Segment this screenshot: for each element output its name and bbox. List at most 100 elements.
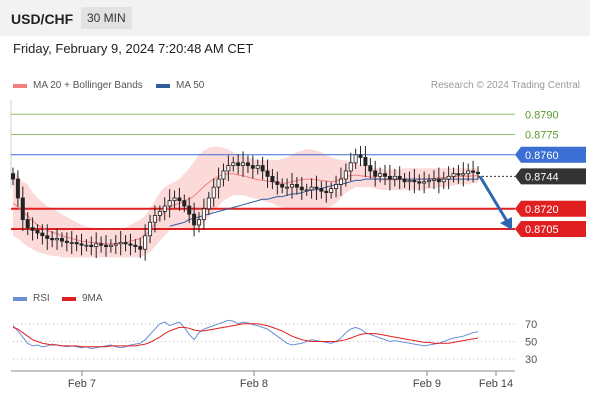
candle [241, 151, 246, 178]
candle [172, 190, 177, 209]
rsi-panel: 70 50 30 [12, 319, 537, 366]
candle [417, 174, 422, 191]
candle [138, 237, 143, 259]
candle-body [280, 184, 285, 188]
candle-body [309, 186, 314, 191]
candle-body [363, 157, 368, 166]
candle-body [10, 173, 15, 180]
candle-body [382, 173, 387, 177]
candle [446, 166, 451, 190]
candle-body [265, 170, 270, 177]
candle-body [436, 178, 441, 183]
candle-body [368, 165, 373, 172]
timeframe-badge[interactable]: 30 MIN [81, 7, 132, 29]
candle-body [236, 162, 241, 166]
ma50-line [169, 178, 478, 227]
candle [74, 235, 79, 252]
candle [133, 239, 138, 253]
candle-body [241, 162, 246, 166]
candle-body [270, 175, 275, 183]
candle-body [466, 170, 471, 175]
research-credit: Research © 2024 Trading Central [430, 80, 580, 91]
candle-body [358, 154, 363, 158]
candle [387, 164, 392, 191]
candle [358, 145, 363, 167]
candle [162, 197, 167, 221]
candle [84, 239, 89, 252]
candle [64, 232, 69, 252]
candle-body [392, 175, 397, 180]
candle [221, 163, 226, 187]
candle-body [422, 181, 427, 184]
candle-body [45, 235, 50, 239]
candle-body [427, 179, 432, 183]
candle [152, 205, 157, 233]
candle [55, 228, 60, 250]
candle-body [148, 221, 153, 237]
candle [182, 194, 187, 213]
candle [30, 217, 35, 241]
candle-body [196, 219, 201, 226]
candle [236, 154, 241, 175]
candle [299, 177, 304, 200]
legend-ma-bb-label: MA 20 + Bollinger Bands [33, 80, 143, 91]
candle-body [25, 219, 30, 229]
candle [475, 166, 480, 180]
candle [373, 160, 378, 187]
legend-ma-bb: MA 20 + Bollinger Bands [13, 80, 143, 91]
candle [99, 236, 104, 253]
candle [157, 205, 162, 222]
candle [40, 224, 45, 245]
candle [451, 167, 456, 183]
candle-body [250, 165, 255, 169]
candle-body [221, 170, 226, 180]
rsi-series-9MA [12, 323, 479, 348]
candle-body [329, 188, 334, 193]
candle-body [451, 173, 456, 177]
bollinger-bands [13, 146, 478, 258]
candle [275, 171, 280, 195]
time-tick-label: Feb 9 [413, 378, 441, 390]
candle-body [59, 238, 64, 242]
rsi-tick-70: 70 [525, 319, 537, 331]
candle [309, 178, 314, 199]
forecast-arrow-head [500, 217, 512, 230]
candle [231, 156, 236, 172]
candle-body [412, 179, 417, 183]
legend-ma50-label: MA 50 [176, 80, 205, 91]
candle [59, 232, 64, 248]
candle [329, 182, 334, 199]
candle-body [99, 243, 104, 246]
candle [456, 164, 461, 184]
candle-body [118, 242, 123, 245]
candle-body [201, 208, 206, 220]
candle [265, 159, 270, 188]
candle [128, 233, 133, 256]
candle [148, 214, 153, 244]
legend-rsi-ma-label: 9MA [82, 293, 103, 304]
candle [25, 212, 30, 236]
candle [167, 189, 172, 218]
candle-body [104, 244, 109, 247]
instrument-title: USD/CHF [11, 11, 74, 27]
level-tag-0.8720 [515, 200, 586, 217]
candles [10, 145, 480, 261]
candle [412, 168, 417, 194]
candle-body [167, 200, 172, 207]
candle-body [89, 244, 94, 247]
candle [192, 202, 197, 237]
candle-body [216, 178, 221, 188]
candle-body [245, 162, 250, 166]
candle-body [353, 154, 358, 164]
candle [471, 160, 476, 183]
candle-body [40, 232, 45, 237]
candle [123, 235, 128, 252]
legend-ma50-swatch [156, 83, 170, 88]
candle-body [294, 184, 299, 188]
candle [69, 231, 74, 254]
candle-body [84, 244, 89, 247]
candle [280, 178, 285, 194]
legend-ma20-swatch [13, 83, 27, 88]
candle [304, 183, 309, 196]
